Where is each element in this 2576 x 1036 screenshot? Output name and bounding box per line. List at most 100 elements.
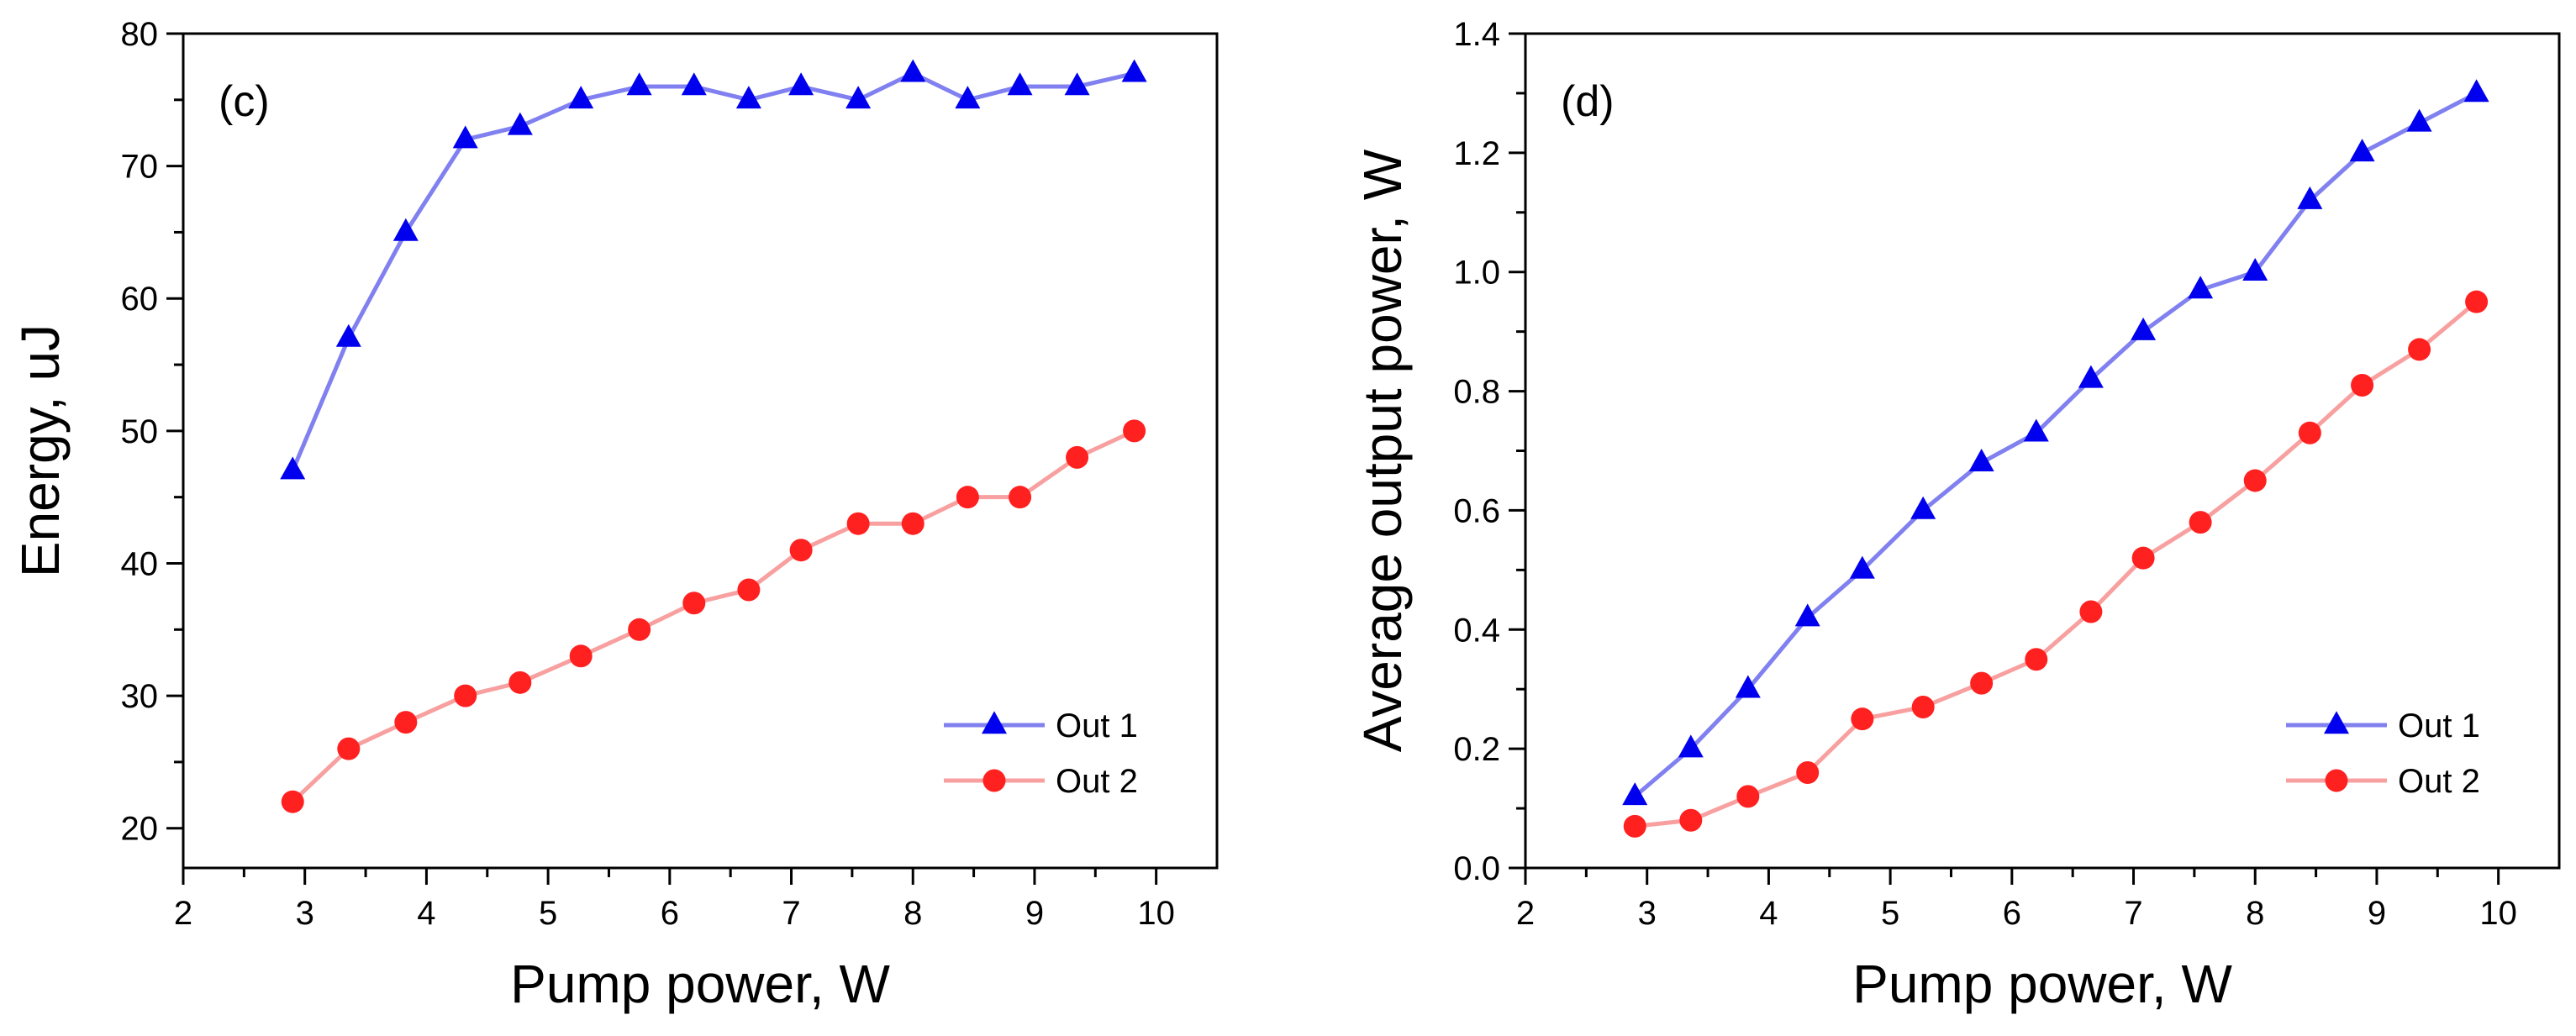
series-out-1 xyxy=(280,59,1147,480)
data-point xyxy=(2298,421,2321,444)
legend-label: Out 2 xyxy=(1056,763,1138,800)
x-axis-title: Pump power, W xyxy=(510,954,890,1014)
data-point xyxy=(2349,139,2375,162)
data-point xyxy=(1007,72,1033,96)
x-tick-label: 10 xyxy=(1137,895,1175,932)
series-line xyxy=(1634,300,2479,828)
data-point xyxy=(568,86,594,109)
legend-item: Out 1 xyxy=(2286,707,2480,744)
data-point xyxy=(1849,555,1875,579)
series-out-2 xyxy=(281,419,1146,813)
x-tick-label: 4 xyxy=(1759,895,1778,932)
data-point xyxy=(454,684,477,707)
data-point xyxy=(788,72,814,96)
data-point xyxy=(1911,695,1935,718)
y-tick-label: 70 xyxy=(121,149,159,186)
data-point xyxy=(789,539,813,562)
y-tick-label: 60 xyxy=(121,281,159,318)
legend-marker xyxy=(982,769,1006,792)
panel-label: (d) xyxy=(1561,77,1615,126)
x-tick-label: 7 xyxy=(782,895,800,932)
data-point xyxy=(2025,648,2048,671)
data-point xyxy=(628,618,651,641)
x-tick-label: 8 xyxy=(903,895,922,932)
data-point xyxy=(1121,59,1147,82)
data-point xyxy=(626,72,652,96)
data-point xyxy=(956,486,979,509)
series-line xyxy=(1633,91,2478,798)
data-point xyxy=(845,86,872,109)
y-axis-title: Energy, uJ xyxy=(10,324,71,577)
y-tick-label: 30 xyxy=(121,678,159,715)
data-point xyxy=(452,125,478,149)
legend-marker xyxy=(2325,769,2348,792)
legend-marker xyxy=(982,711,1007,734)
x-tick-label: 3 xyxy=(296,895,314,932)
y-tick-label: 40 xyxy=(121,545,159,582)
legend-label: Out 1 xyxy=(1056,707,1138,744)
x-tick-label: 6 xyxy=(2003,895,2021,932)
data-point xyxy=(335,323,361,347)
legend-item: Out 1 xyxy=(944,707,1138,744)
data-point xyxy=(846,512,870,535)
data-point xyxy=(1736,785,1760,808)
plot-frame xyxy=(182,32,1219,870)
data-point xyxy=(1796,761,1820,785)
data-point xyxy=(2242,257,2268,281)
data-point xyxy=(1910,496,1936,519)
y-tick-label: 0.4 xyxy=(1453,612,1500,649)
data-point xyxy=(2351,373,2374,397)
series-line xyxy=(291,429,1135,804)
data-point xyxy=(1794,603,1820,627)
y-tick-label: 20 xyxy=(121,811,159,848)
chart-panel-energy: 2 3 4 5 6 7 8 9 10 20 30 40 50 60 70 80 Pump power, W Ene… xyxy=(10,16,1219,1014)
data-point xyxy=(681,72,707,96)
data-point xyxy=(280,456,306,480)
x-tick-label: 2 xyxy=(174,895,192,932)
y-tick-label: 80 xyxy=(121,16,159,53)
data-point xyxy=(901,512,925,535)
x-tick-label: 9 xyxy=(2368,895,2386,932)
y-tick-label: 1.0 xyxy=(1453,255,1500,292)
data-point xyxy=(392,218,419,241)
data-point xyxy=(735,86,761,109)
data-point xyxy=(900,59,926,82)
data-point xyxy=(569,644,593,668)
legend: Out 1 Out 2 xyxy=(944,707,1138,800)
data-point xyxy=(2078,365,2104,388)
data-point xyxy=(337,737,361,760)
y-tick-label: 0.2 xyxy=(1453,731,1500,768)
data-point xyxy=(737,578,761,602)
data-point xyxy=(955,86,981,109)
data-point xyxy=(2131,317,2157,340)
y-tick-label: 1.4 xyxy=(1453,16,1500,53)
data-point xyxy=(2131,546,2155,570)
x-tick-label: 5 xyxy=(539,895,557,932)
data-point xyxy=(2243,469,2267,492)
data-point xyxy=(2023,418,2049,442)
legend-label: Out 1 xyxy=(2398,707,2480,744)
y-tick-label: 0.8 xyxy=(1453,374,1500,411)
x-tick-label: 10 xyxy=(2479,895,2517,932)
y-tick-label: 1.2 xyxy=(1453,135,1500,172)
data-point xyxy=(1679,808,1703,832)
data-point xyxy=(1009,486,1032,509)
x-tick-label: 7 xyxy=(2124,895,2142,932)
series-line xyxy=(290,71,1135,472)
panel-label: (c) xyxy=(219,77,270,126)
data-point xyxy=(682,592,706,615)
data-point xyxy=(394,711,418,734)
legend-item: Out 2 xyxy=(2286,763,2480,800)
data-point xyxy=(1066,445,1089,469)
data-point xyxy=(2465,290,2489,313)
data-point xyxy=(2297,186,2323,209)
data-point xyxy=(2406,108,2432,132)
data-point xyxy=(2408,338,2431,361)
series-out-1 xyxy=(1622,79,2489,806)
series-out-2 xyxy=(1623,290,2489,838)
data-point xyxy=(2079,600,2103,623)
x-tick-label: 2 xyxy=(1516,895,1535,932)
data-point xyxy=(2188,276,2214,299)
data-point xyxy=(1735,675,1761,698)
